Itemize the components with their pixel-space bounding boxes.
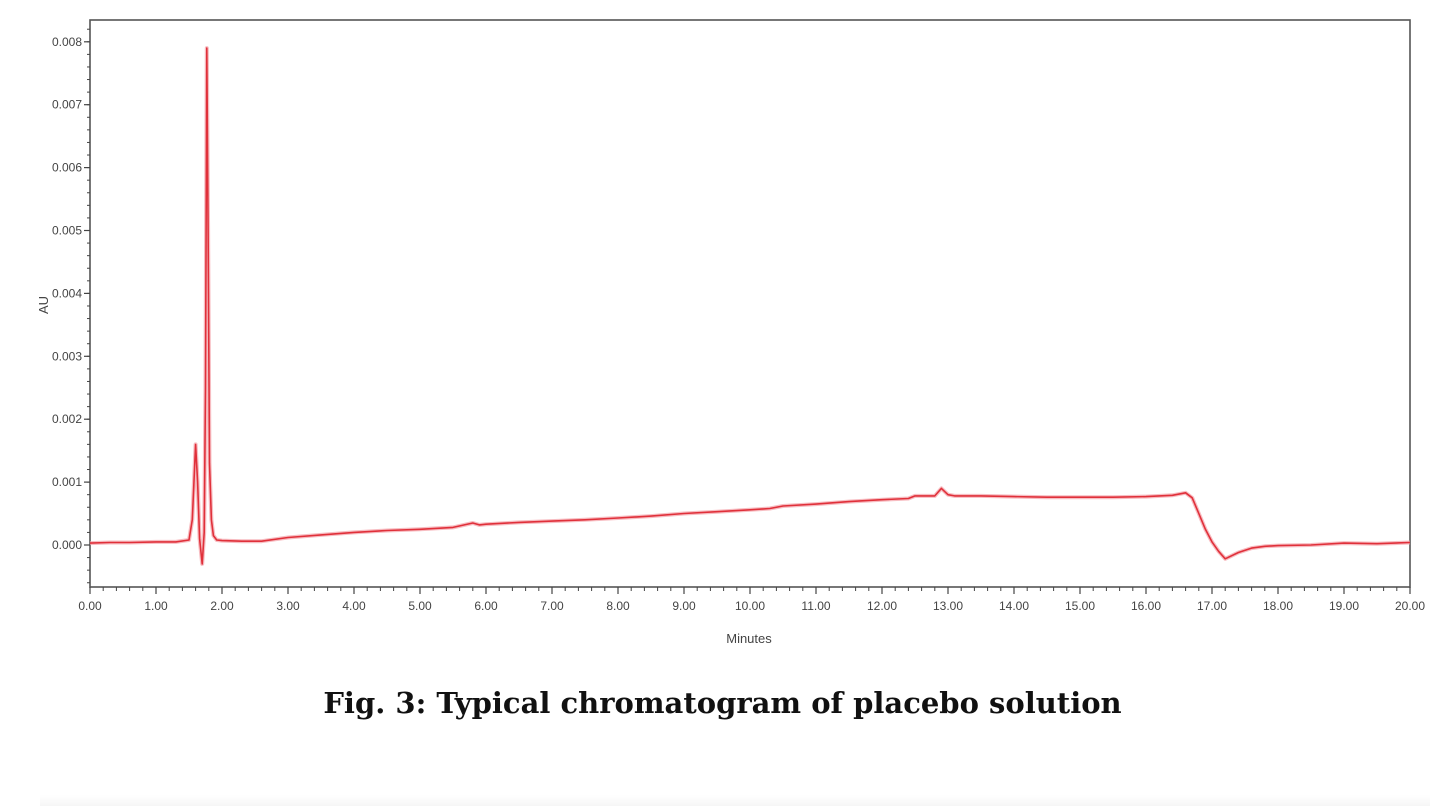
y-tick-label: 0.005 — [52, 224, 82, 238]
y-tick-label: 0.008 — [52, 35, 82, 49]
y-tick-label: 0.006 — [52, 161, 82, 175]
x-tick-label: 6.00 — [474, 599, 498, 613]
x-tick-label: 10.00 — [735, 599, 765, 613]
x-tick-label: 11.00 — [801, 599, 830, 613]
figure-caption: Fig. 3: Typical chromatogram of placebo … — [323, 686, 1122, 720]
x-tick-label: 18.00 — [1263, 599, 1293, 613]
x-tick-label: 9.00 — [672, 599, 696, 613]
x-tick-label: 1.00 — [144, 599, 168, 613]
x-tick-label: 14.00 — [999, 599, 1029, 613]
x-tick-label: 16.00 — [1131, 599, 1161, 613]
x-tick-label: 19.00 — [1329, 599, 1359, 613]
x-tick-label: 3.00 — [276, 599, 300, 613]
x-tick-label: 7.00 — [540, 599, 564, 613]
y-tick-label: 0.002 — [52, 412, 82, 426]
y-tick-label: 0.000 — [52, 538, 82, 552]
y-tick-label: 0.001 — [52, 475, 82, 489]
plot-frame — [89, 19, 1411, 588]
x-tick-label: 4.00 — [342, 599, 366, 613]
x-axis-label: Minutes — [726, 631, 772, 646]
x-tick-label: 13.00 — [933, 599, 963, 613]
x-tick-label: 8.00 — [606, 599, 630, 613]
x-axis: 0.00 1.00 2.00 3.00 4.00 5.00 6.00 7.00 8.00 9.00… — [78, 587, 1425, 613]
chromatogram-chart: 0.0000.0010.0020.0030.0040.0050.0060.007… — [36, 19, 1425, 646]
x-tick-label: 17.00 — [1197, 599, 1227, 613]
y-tick-label: 0.007 — [52, 98, 82, 112]
y-tick-label: 0.003 — [52, 349, 82, 363]
x-tick-label: 20.00 — [1395, 599, 1425, 613]
y-tick-label: 0.004 — [52, 286, 82, 300]
chromatogram-trace — [89, 47, 1411, 565]
y-axis: 0.000 0.001 0.002 0.003 0.004 0.005 0.006 0.007… — [52, 28, 90, 584]
x-tick-label: 5.00 — [408, 599, 432, 613]
y-axis-label: AU — [36, 296, 51, 314]
x-tick-label: 15.00 — [1065, 599, 1095, 613]
x-tick-label: 12.00 — [867, 599, 897, 613]
next-figure-edge — [40, 795, 1430, 806]
x-tick-label: 2.00 — [210, 599, 234, 613]
x-tick-label: 0.00 — [78, 599, 102, 613]
